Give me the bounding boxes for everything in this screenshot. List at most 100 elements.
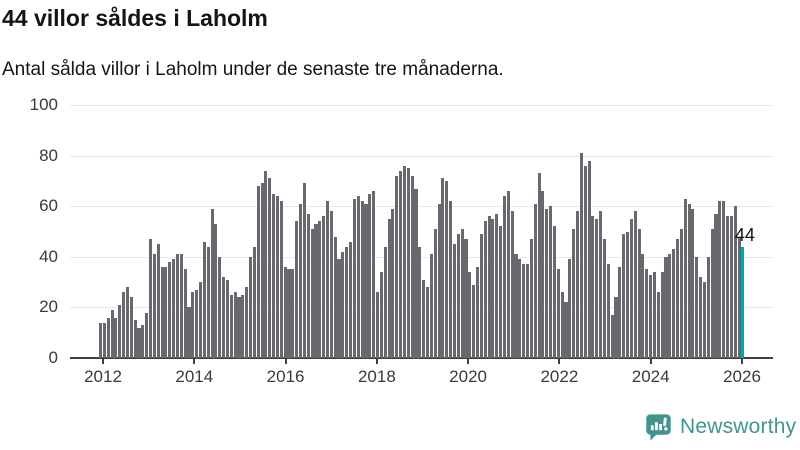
bar — [275, 196, 280, 358]
bar — [322, 216, 326, 358]
bar — [726, 216, 730, 358]
gridline — [70, 256, 773, 258]
bar — [622, 234, 626, 358]
bar — [610, 315, 614, 358]
bar — [433, 229, 437, 358]
x-axis-label: 2026 — [723, 367, 761, 386]
bar — [318, 221, 322, 358]
bar — [391, 208, 395, 358]
bar — [145, 312, 149, 358]
x-axis-tick — [102, 359, 104, 364]
bar — [225, 279, 230, 358]
bar — [514, 254, 518, 358]
y-axis-label: 0 — [48, 348, 58, 367]
bar — [249, 256, 253, 358]
bar — [722, 201, 726, 358]
x-axis-tick — [284, 359, 287, 364]
bar — [641, 254, 645, 358]
bar — [445, 180, 449, 358]
bar — [387, 218, 391, 358]
bar — [256, 186, 260, 358]
newsworthy-bar-chart-bubble-icon — [646, 414, 671, 441]
bar — [645, 269, 649, 358]
bar — [268, 178, 272, 358]
bar — [183, 269, 187, 358]
bar — [664, 256, 668, 358]
bar — [572, 229, 576, 358]
bar — [429, 254, 433, 358]
bar — [402, 165, 406, 358]
x-axis-tick — [649, 359, 652, 364]
y-axis-label: 80 — [39, 145, 58, 165]
bar — [441, 178, 445, 358]
bar — [279, 201, 283, 358]
x-axis-label: 2022 — [540, 367, 579, 386]
bar — [522, 264, 526, 358]
bar — [133, 320, 137, 358]
bar — [195, 289, 199, 358]
bar — [452, 244, 456, 358]
newsworthy-logo[interactable]: Newsworthy — [644, 412, 796, 442]
bar — [199, 282, 203, 358]
bar — [472, 284, 476, 358]
bar — [649, 274, 653, 358]
bar — [260, 183, 264, 358]
bar — [506, 191, 510, 358]
bar — [137, 327, 141, 358]
x-axis-tick — [193, 359, 196, 364]
bar — [325, 201, 330, 358]
bar — [168, 261, 172, 358]
bar — [218, 256, 222, 358]
bar — [375, 292, 380, 358]
bar — [549, 206, 553, 358]
bar — [179, 254, 183, 358]
bar — [395, 175, 399, 358]
bar — [264, 170, 268, 358]
y-axis-label: 20 — [39, 297, 58, 317]
bar — [418, 246, 422, 358]
y-axis-label: 100 — [29, 95, 58, 114]
x-axis-label: 2020 — [449, 367, 487, 386]
bar — [625, 231, 630, 358]
bar — [672, 249, 676, 358]
bar — [372, 191, 376, 358]
bar — [291, 269, 295, 358]
bar — [125, 287, 130, 358]
x-axis-label: 2024 — [631, 367, 670, 386]
bar — [737, 236, 741, 358]
bar — [352, 198, 356, 358]
bar — [252, 246, 256, 358]
gridline — [70, 206, 773, 208]
bar — [495, 213, 499, 358]
bar — [425, 287, 430, 358]
bar — [106, 317, 110, 358]
bar — [383, 246, 387, 358]
bar — [245, 287, 249, 358]
newsworthy-wordmark: Newsworthy — [680, 415, 797, 438]
y-axis-label: 60 — [39, 196, 58, 216]
bar — [214, 223, 218, 358]
bar — [272, 193, 276, 358]
bar — [414, 188, 418, 358]
bar — [222, 277, 226, 358]
bar — [656, 292, 660, 358]
bar — [337, 259, 341, 358]
bar — [695, 256, 699, 358]
x-axis-tick — [741, 359, 743, 364]
bar — [552, 226, 556, 358]
bar — [229, 294, 233, 358]
bar — [210, 208, 214, 358]
bar — [475, 266, 480, 358]
bar — [468, 272, 472, 358]
bar — [491, 218, 495, 358]
bar — [618, 266, 622, 358]
highlighted-bar — [741, 246, 745, 358]
x-axis-line — [70, 357, 773, 359]
gridline — [70, 155, 773, 157]
bar — [714, 213, 718, 358]
x-axis-tick — [467, 359, 470, 364]
bar — [502, 196, 506, 358]
bar — [187, 307, 191, 358]
